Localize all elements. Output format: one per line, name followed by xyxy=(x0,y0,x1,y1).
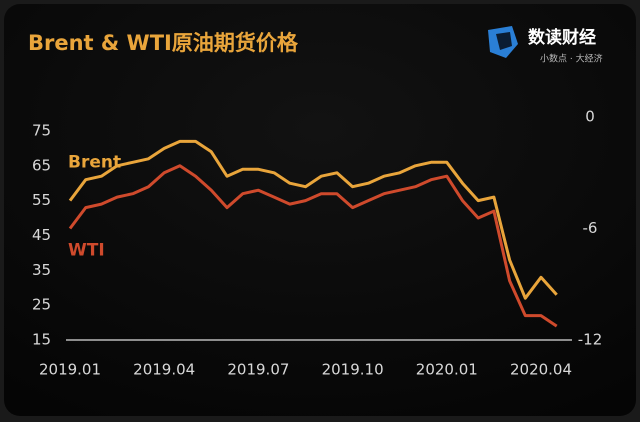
y2-tick-label: -6 xyxy=(583,219,598,237)
y-tick-label: 75 xyxy=(32,121,51,139)
logo-name: 数读财经 xyxy=(528,27,596,48)
logo-tagline: 小数点 · 大经济 xyxy=(540,53,603,65)
logo-icon-inner xyxy=(496,32,512,50)
series-label: Brent xyxy=(68,153,121,173)
x-tick-label: 2019.01 xyxy=(39,361,101,379)
y-tick-label: 25 xyxy=(32,296,51,314)
y-tick-label: 15 xyxy=(32,331,51,349)
y-tick-label: 55 xyxy=(32,191,51,209)
y2-tick-label: -12 xyxy=(578,331,603,349)
x-tick-label: 2019.04 xyxy=(133,361,195,379)
y-tick-label: 35 xyxy=(32,261,51,279)
y-tick-label: 65 xyxy=(32,156,51,174)
x-tick-label: 2019.10 xyxy=(322,361,384,379)
x-tick-label: 2019.07 xyxy=(227,361,289,379)
x-tick-label: 2020.01 xyxy=(416,361,478,379)
series-line xyxy=(68,164,558,328)
card xyxy=(4,4,636,416)
x-tick-label: 2020.04 xyxy=(510,361,572,379)
chart-title: Brent & WTI原油期货价格 xyxy=(28,31,299,55)
series-label: WTI xyxy=(68,241,105,261)
series-line xyxy=(68,139,558,300)
y2-tick-label: 0 xyxy=(585,108,595,126)
y-tick-label: 45 xyxy=(32,226,51,244)
